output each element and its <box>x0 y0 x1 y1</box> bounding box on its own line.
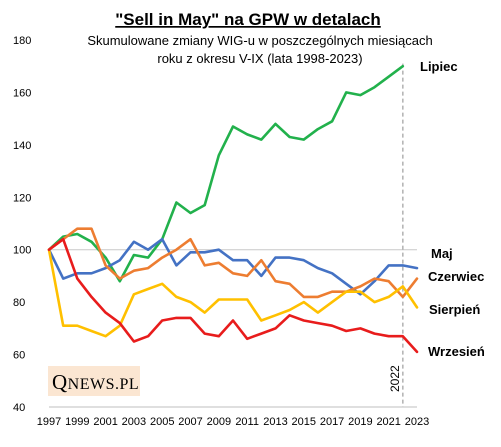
x-tick-label: 2017 <box>320 416 344 428</box>
chart-title: "Sell in May" na GPW w detalach <box>115 10 381 29</box>
series-line-czerwiec <box>47 227 419 299</box>
chart-subtitle-line-2: roku z okresu V-IX (lata 1998-2023) <box>157 51 362 66</box>
series-line-lipiec <box>47 64 405 283</box>
qnews-logo: QNEWS.PL <box>52 370 139 395</box>
x-tick-label: 1999 <box>65 416 89 428</box>
y-axis-ticks: 40 60 80 100 120 140 160 180 <box>13 35 31 414</box>
x-tick-label: 2001 <box>93 416 117 428</box>
series-label-lipiec: Lipiec <box>420 59 458 74</box>
x-tick-label: 2015 <box>292 416 316 428</box>
series-label-sierpień: Sierpień <box>429 302 480 317</box>
series-line-sierpień <box>47 248 419 338</box>
y-tick-label: 120 <box>13 192 31 204</box>
x-tick-label: 2007 <box>178 416 202 428</box>
x-tick-label: 2003 <box>122 416 146 428</box>
y-tick-label: 60 <box>13 350 25 362</box>
x-tick-label: 2021 <box>376 416 400 428</box>
chart-subtitle-line-1: Skumulowane zmiany WIG-u w poszczególnyc… <box>87 33 432 48</box>
y-tick-label: 180 <box>13 35 31 47</box>
year-marker: 2022 <box>388 63 404 407</box>
x-tick-label: 2005 <box>150 416 174 428</box>
series-label-maj: Maj <box>431 246 453 261</box>
x-axis: 1997 1999 2001 2003 2005 2007 2009 2011 2013 2015… <box>37 406 429 428</box>
y-tick-label: 40 <box>13 402 25 414</box>
logo-rest: NEWS.PL <box>67 376 140 393</box>
y-tick-label: 100 <box>13 245 31 257</box>
series-label-czerwiec: Czerwiec <box>428 269 484 284</box>
x-tick-label: 2013 <box>263 416 287 428</box>
series-line-wrzesień <box>47 237 419 354</box>
y-tick-label: 160 <box>13 87 31 99</box>
x-tick-label: 2009 <box>207 416 231 428</box>
series-lines <box>47 64 419 354</box>
x-tick-label: 1997 <box>37 416 61 428</box>
y-tick-label: 80 <box>13 297 25 309</box>
logo-background <box>48 366 140 396</box>
x-tick-label: 2023 <box>405 416 429 428</box>
marker-label-2022: 2022 <box>388 365 402 392</box>
x-tick-label: 2011 <box>235 416 259 428</box>
series-label-wrzesień: Wrzesień <box>428 344 485 359</box>
logo-initial: Q <box>52 370 68 394</box>
y-tick-label: 140 <box>13 140 31 152</box>
series-labels: Lipiec Maj Czerwiec Sierpień Wrzesień <box>420 59 485 359</box>
x-tick-label: 2019 <box>348 416 372 428</box>
